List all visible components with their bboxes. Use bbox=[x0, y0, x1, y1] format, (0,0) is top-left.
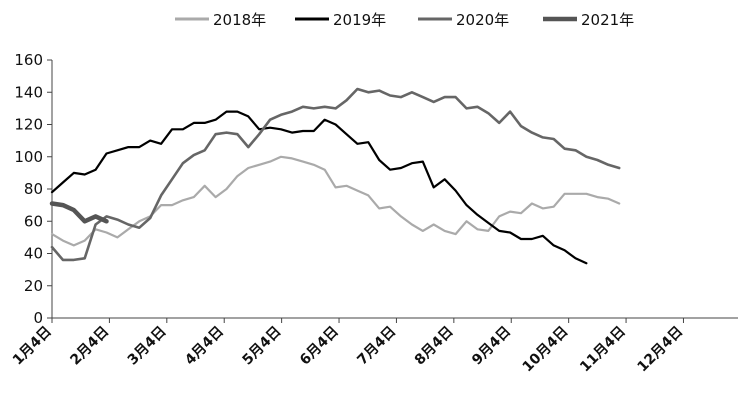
x-tick-label: 1月4日 bbox=[10, 324, 55, 369]
x-tick-label: 3月4日 bbox=[125, 324, 170, 369]
legend-label: 2020年 bbox=[456, 11, 509, 29]
y-tick-label: 60 bbox=[24, 212, 43, 230]
y-tick-label: 0 bbox=[33, 309, 43, 327]
x-tick-label: 11月4日 bbox=[577, 324, 629, 376]
y-tick-label: 100 bbox=[14, 148, 43, 166]
legend-label: 2019年 bbox=[333, 11, 386, 29]
x-tick-label: 7月4日 bbox=[354, 324, 399, 369]
x-tick-label: 10月4日 bbox=[520, 324, 572, 376]
series-line-0 bbox=[50, 155, 621, 247]
series-line-3 bbox=[49, 201, 109, 224]
y-tick-label: 80 bbox=[24, 180, 43, 198]
y-tick-label: 120 bbox=[14, 116, 43, 134]
x-tick-label: 5月4日 bbox=[240, 324, 285, 369]
series-group bbox=[49, 87, 621, 265]
legend-item: 2018年 bbox=[175, 11, 266, 29]
x-tick-label: 8月4日 bbox=[412, 324, 457, 369]
legend-label: 2018年 bbox=[213, 11, 266, 29]
legend-label: 2021年 bbox=[581, 11, 634, 29]
x-tick-label: 2月4日 bbox=[67, 324, 112, 369]
x-tick-label: 6月4日 bbox=[297, 324, 342, 369]
y-tick-label: 160 bbox=[14, 51, 43, 69]
series-line-2 bbox=[50, 87, 621, 262]
y-tick-label: 140 bbox=[14, 83, 43, 101]
y-tick-label: 20 bbox=[24, 277, 43, 295]
legend-item: 2019年 bbox=[295, 11, 386, 29]
series-line-1 bbox=[50, 110, 588, 265]
x-tick-label: 9月4日 bbox=[469, 324, 514, 369]
legend-item: 2020年 bbox=[418, 11, 509, 29]
axes: 0 20 40 60 80 100 120 140 160 1月4日 2月4日 3月4日 4月4日 5月4… bbox=[10, 51, 738, 375]
x-tick-label: 12月4日 bbox=[635, 324, 687, 376]
legend-item: 2021年 bbox=[543, 11, 634, 29]
x-tick-label: 4月4日 bbox=[182, 324, 227, 369]
legend: 2018年 2019年 2020年 2021年 bbox=[175, 11, 634, 29]
y-tick-label: 40 bbox=[24, 245, 43, 263]
